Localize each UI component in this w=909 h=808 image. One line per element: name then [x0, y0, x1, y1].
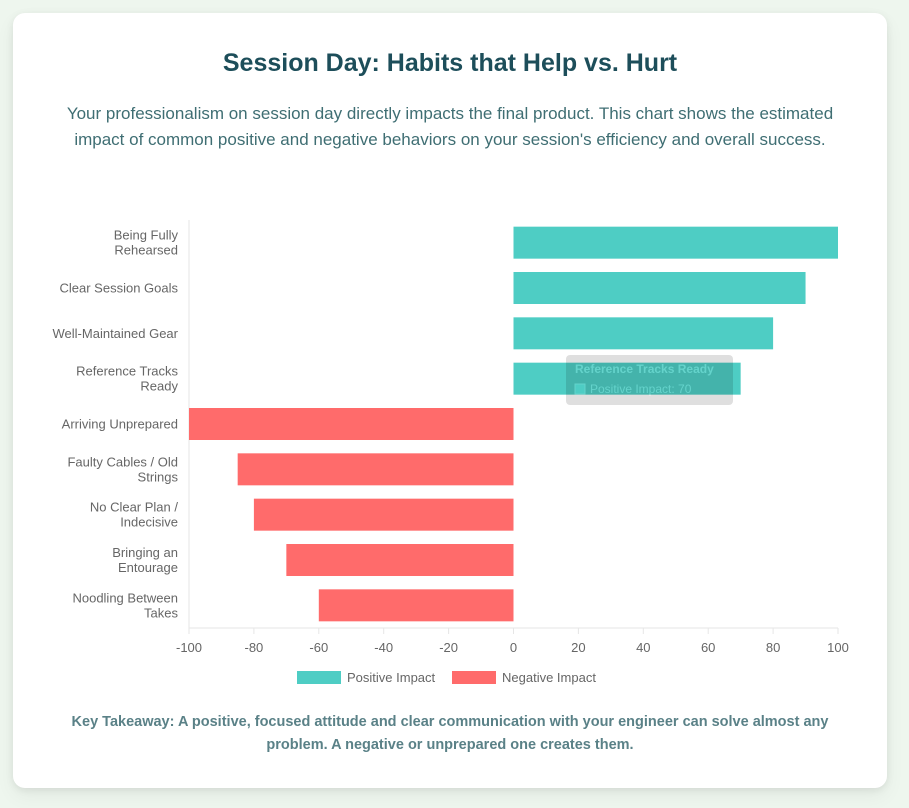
- category-label-group: Being Fully Rehearsed Clear Session Goals W…: [53, 228, 179, 621]
- category-label: Noodling Between Takes: [72, 590, 178, 620]
- category-label: Bringing an Entourage: [112, 545, 178, 575]
- legend-item-positive[interactable]: Positive Impact: [297, 670, 436, 685]
- bar-positive[interactable]: [513, 317, 774, 350]
- x-tick-label: -20: [439, 640, 458, 655]
- bar-negative[interactable]: [286, 544, 514, 576]
- page-title: Session Day: Habits that Help vs. Hurt: [222, 49, 678, 77]
- x-tick-label: 80: [766, 640, 780, 655]
- legend-item-negative[interactable]: Negative Impact: [452, 670, 596, 685]
- chart-x-tick-labels: -100 -80 -60 -40 -20 0 20 40 60 80 100: [176, 640, 849, 655]
- x-tick-label: 0: [510, 640, 517, 655]
- legend-label: Positive Impact: [347, 670, 436, 685]
- bar-positive[interactable]: [513, 272, 806, 304]
- category-label: Clear Session Goals: [60, 281, 179, 296]
- x-tick-label: 40: [636, 640, 650, 655]
- category-label: Well-Maintained Gear: [53, 326, 179, 341]
- category-label: Being Fully Rehearsed: [114, 228, 179, 258]
- chart-legend[interactable]: Positive Impact Negative Impact: [297, 670, 596, 685]
- bar-negative[interactable]: [318, 589, 514, 622]
- bar-positive[interactable]: [513, 226, 839, 259]
- category-label: No Clear Plan / Indecisive: [90, 500, 179, 530]
- bar-positive[interactable]: [513, 362, 741, 395]
- tooltip-box: [566, 355, 733, 405]
- legend-swatch: [452, 671, 496, 684]
- x-tick-label: -40: [374, 640, 393, 655]
- tooltip-swatch: [574, 383, 586, 395]
- bar-negative[interactable]: [189, 408, 514, 440]
- x-tick-label: 20: [571, 640, 585, 655]
- page-subtitle: Your professionalism on session day dire…: [66, 104, 834, 149]
- x-tick-label: 100: [827, 640, 849, 655]
- tooltip-title: Reference Tracks Ready: [575, 362, 714, 376]
- x-tick-label: 60: [701, 640, 715, 655]
- chart-bars: [189, 226, 839, 622]
- category-label: Reference Tracks Ready: [76, 364, 178, 394]
- chart-card: Session Day: Habits that Help vs. Hurt Y…: [13, 13, 887, 788]
- impact-bar-chart[interactable]: Being Fully Rehearsed Clear Session Goals W…: [13, 13, 887, 693]
- x-tick-label: -60: [309, 640, 328, 655]
- legend-swatch: [297, 671, 341, 684]
- tooltip-label: Positive Impact: 70: [590, 382, 692, 396]
- x-tick-label: -100: [176, 640, 202, 655]
- key-takeaway: Key Takeaway: A positive, focused attitu…: [71, 714, 829, 753]
- chart-category-labels: Being Fully Rehearsed Clear Session Goals W…: [53, 228, 179, 621]
- category-label: Arriving Unprepared: [62, 417, 178, 432]
- legend-label: Negative Impact: [502, 670, 596, 685]
- bar-negative[interactable]: [237, 453, 514, 486]
- x-tick-label: -80: [245, 640, 264, 655]
- chart-tooltip: Reference Tracks Ready Positive Impact: 7…: [566, 355, 733, 405]
- bar-negative[interactable]: [253, 498, 514, 531]
- category-label: Faulty Cables / Old Strings: [67, 454, 178, 484]
- hover-tooltip: Reference Tracks Ready Positive Impact: 7…: [566, 355, 733, 405]
